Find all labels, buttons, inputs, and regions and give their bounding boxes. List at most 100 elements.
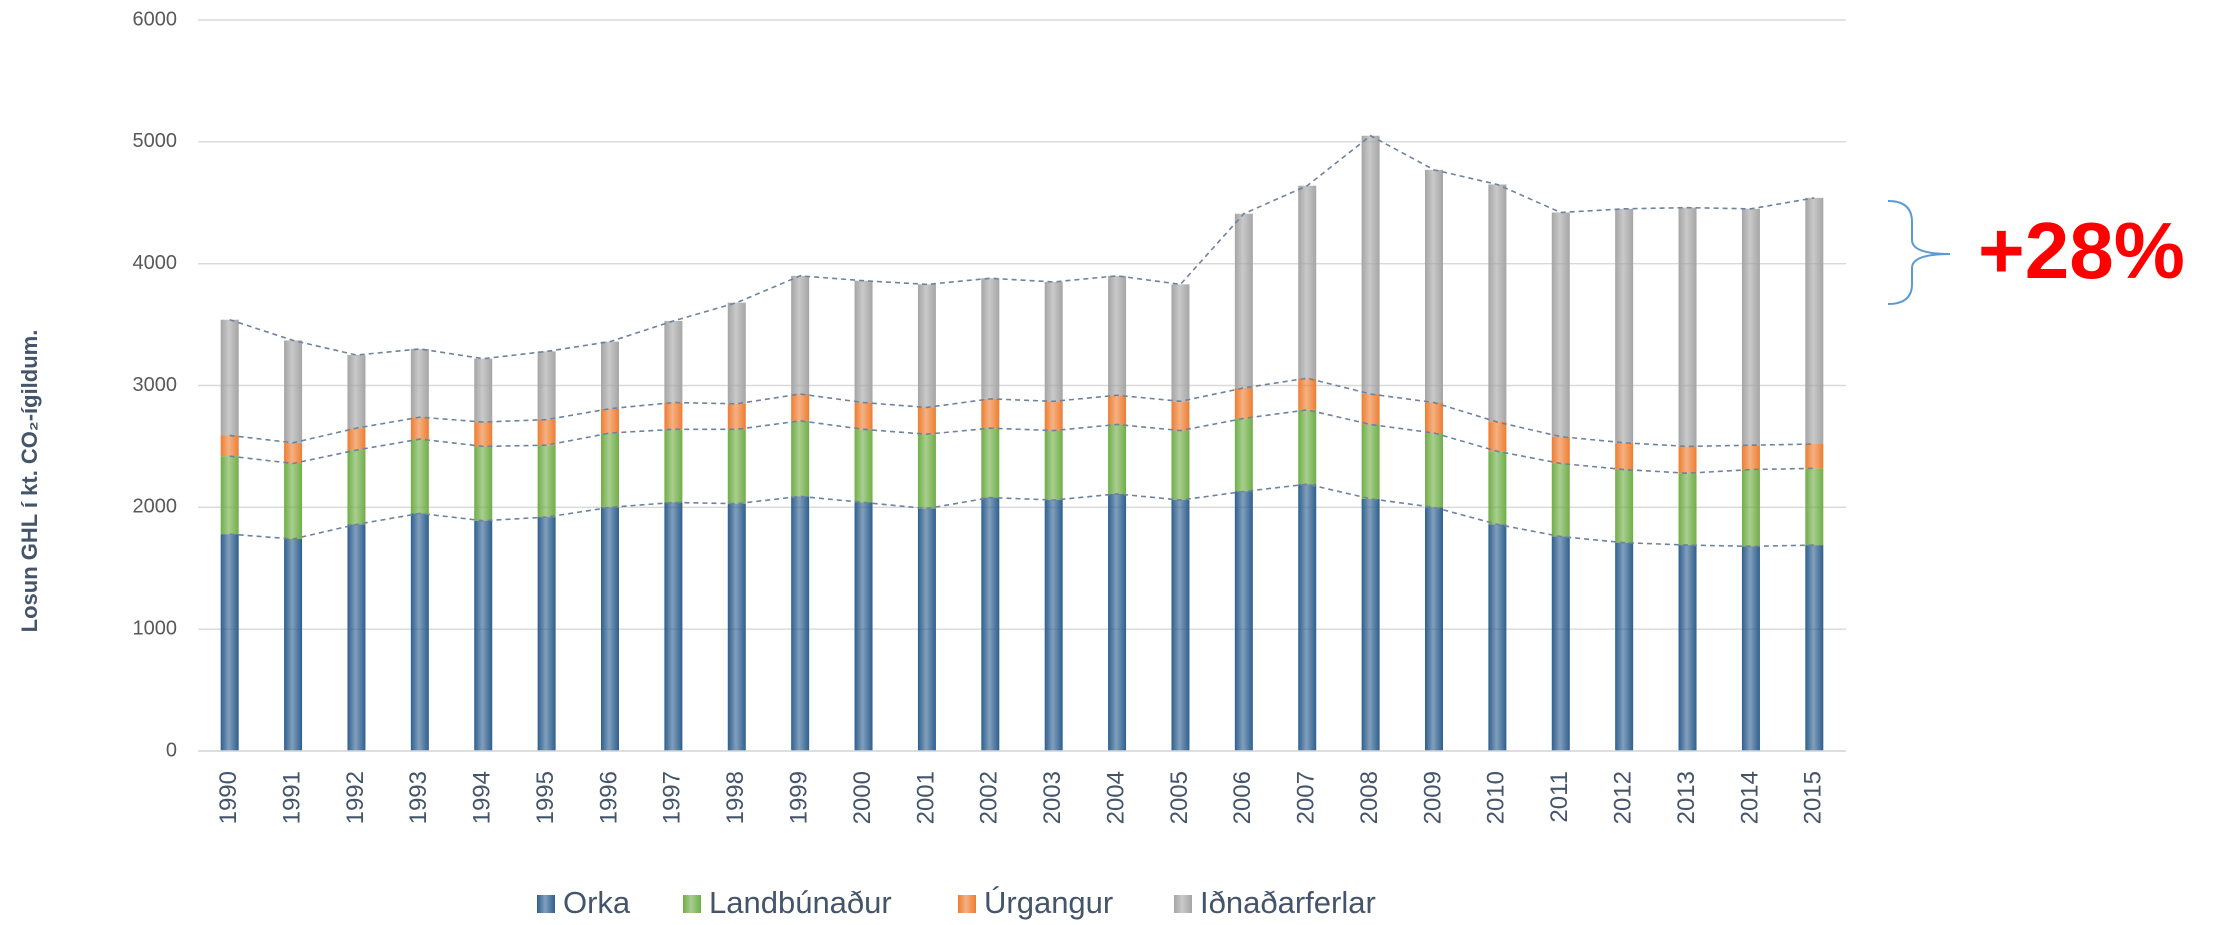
x-tick-label: 1997 — [659, 771, 686, 824]
bar-segment — [981, 278, 1000, 399]
bar-segment — [537, 419, 556, 446]
stack-top-line — [229, 409, 1815, 475]
bar-segment — [410, 439, 429, 514]
bar-segment — [727, 429, 746, 504]
bar-segment — [220, 319, 239, 436]
bar-segment — [854, 502, 873, 751]
legend-swatch — [537, 895, 555, 913]
bar-segment — [601, 507, 619, 751]
bar-segment — [1425, 507, 1443, 751]
bar-segment — [1108, 275, 1127, 396]
bar-segment — [474, 520, 493, 751]
bar-segment — [1425, 433, 1443, 508]
x-tick-label: 2013 — [1673, 771, 1700, 824]
bar-segment — [1678, 446, 1697, 474]
bar-segment — [917, 407, 936, 435]
bar-segment — [1425, 402, 1443, 434]
y-tick-label: 2000 — [133, 496, 178, 518]
x-tick-label: 2003 — [1039, 771, 1066, 824]
bar-segment — [917, 434, 936, 509]
bar-segment — [1171, 401, 1190, 431]
x-tick-label: 2006 — [1229, 771, 1256, 824]
bar-segment — [1551, 536, 1570, 751]
bar-segment — [854, 402, 873, 430]
bar-segment — [1108, 395, 1127, 425]
bar-segment — [1488, 184, 1507, 423]
bar-segment — [854, 280, 873, 403]
bar-segment — [284, 463, 303, 540]
bar-segment — [347, 355, 366, 429]
bar-segment — [1044, 500, 1063, 751]
bar-segment — [1488, 422, 1507, 452]
bar-segment — [1044, 401, 1063, 431]
bar-segment — [410, 417, 429, 440]
bar-segment — [537, 517, 556, 751]
bar-segment — [1805, 468, 1824, 546]
bar-segment — [664, 320, 683, 403]
y-tick-label: 5000 — [133, 130, 178, 152]
bar-segment — [1488, 451, 1507, 525]
bar-segment — [664, 402, 683, 430]
bar-segment — [410, 513, 429, 751]
stack-top-line — [229, 483, 1815, 548]
bar-segment — [1234, 387, 1253, 419]
x-tick-label: 2001 — [912, 771, 939, 824]
x-tick-label: 1999 — [785, 771, 812, 824]
bar-segment — [1488, 524, 1507, 751]
bar-segment — [791, 275, 810, 395]
x-tick-label: 2005 — [1166, 771, 1193, 824]
bar-segment — [981, 428, 1000, 498]
bar-segment — [474, 446, 493, 521]
y-tick-label: 6000 — [133, 8, 178, 30]
bar-segment — [1615, 469, 1634, 543]
bar-segment — [1741, 445, 1760, 470]
bar-segment — [1234, 213, 1253, 388]
bar-segment — [1298, 484, 1317, 751]
bar-segment — [1044, 430, 1063, 501]
x-tick-label: 1993 — [405, 771, 432, 824]
bar-segment — [917, 284, 936, 408]
bar-segment — [601, 341, 619, 409]
bar-segment — [981, 497, 1000, 751]
x-tick-label: 2002 — [976, 771, 1003, 824]
x-tick-label: 1990 — [215, 771, 242, 824]
legend-label: Landbúnaður — [709, 885, 892, 920]
bar-segment — [727, 403, 746, 430]
y-tick-label: 3000 — [133, 374, 178, 396]
bar-segment — [1615, 208, 1634, 443]
legend-label: Úrgangur — [984, 885, 1113, 920]
bar-segment — [220, 435, 239, 457]
x-tick-label: 2000 — [849, 771, 876, 824]
x-tick-label: 2008 — [1356, 771, 1383, 824]
legend-label: Iðnaðarferlar — [1200, 885, 1376, 920]
bar-segment — [791, 420, 810, 497]
bar-segment — [1298, 185, 1317, 379]
legend-label: Orka — [563, 885, 631, 920]
bar-segment — [284, 442, 303, 464]
bar-segment — [1108, 424, 1127, 494]
bar-segment — [537, 351, 556, 420]
bar-segment — [1551, 436, 1570, 464]
bar-segment — [1741, 469, 1760, 547]
bar-segment — [1805, 197, 1824, 444]
y-tick-label: 4000 — [133, 252, 178, 274]
bar-segment — [1171, 284, 1190, 402]
bar-segment — [474, 422, 493, 447]
x-tick-label: 2015 — [1800, 771, 1827, 824]
bar-segment — [1678, 473, 1697, 546]
bar-segment — [347, 428, 366, 451]
bar-segment — [1171, 500, 1190, 751]
bar-segment — [1108, 493, 1127, 751]
legend-swatch — [958, 895, 976, 913]
x-tick-label: 1996 — [595, 771, 622, 824]
bar-segment — [1361, 424, 1380, 499]
bar-segment — [1741, 546, 1760, 751]
bar-segment — [601, 433, 619, 508]
bar-segment — [1678, 207, 1697, 447]
bar-segment — [727, 302, 746, 404]
x-tick-label: 1992 — [342, 771, 369, 824]
bar-segment — [1551, 463, 1570, 537]
x-tick-label: 2010 — [1483, 771, 1510, 824]
bar-segment — [1361, 135, 1380, 395]
